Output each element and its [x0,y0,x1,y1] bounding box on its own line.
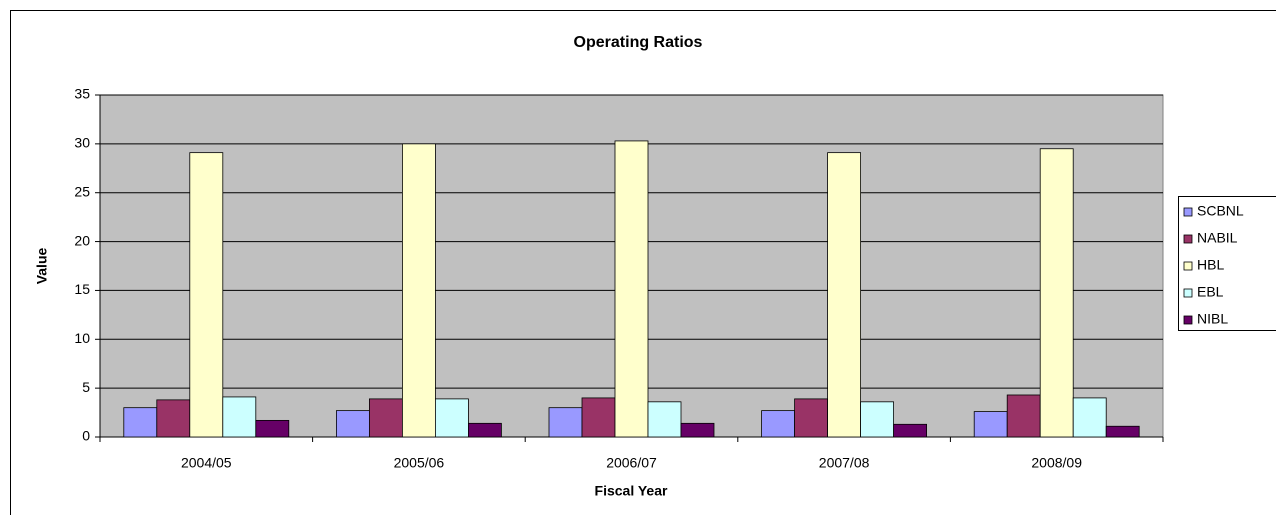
bar [893,423,927,438]
y-tick-label: 5 [82,379,90,395]
bar [401,143,436,438]
bar [335,410,370,438]
y-tick-label: 35 [74,86,90,102]
legend-swatch [1183,261,1193,271]
legend-swatch [1183,315,1193,325]
bar [614,140,649,438]
bar [1105,425,1140,438]
legend-label: EBL [1197,284,1224,300]
bar [434,398,469,438]
legend-label: NABIL [1197,230,1238,246]
legend-label: NIBL [1197,311,1228,327]
bar [467,422,502,438]
bar [1039,148,1074,438]
x-tick-label: 2008/09 [1031,455,1082,471]
y-tick-label: 25 [74,183,90,199]
y-tick-label: 30 [74,135,90,151]
bar [156,399,191,438]
bar [548,407,583,438]
bar [581,397,616,438]
legend-swatch [1183,207,1193,217]
bar [368,398,403,438]
bar [123,407,158,438]
bar [860,401,894,438]
chart-title: Operating Ratios [574,34,703,51]
bar [255,419,290,438]
x-axis-title: Fiscal Year [595,483,668,499]
bar [1006,394,1041,438]
y-tick-label: 0 [82,428,90,444]
x-tick-label: 2007/08 [819,455,870,471]
bar [827,152,861,438]
bar [680,422,715,438]
x-tick-label: 2006/07 [606,455,657,471]
legend [1178,196,1276,331]
legend-swatch [1183,234,1193,244]
bar [973,411,1008,438]
y-tick-label: 20 [74,232,90,248]
legend-swatch [1183,288,1193,298]
y-axis-title: Value [34,248,50,285]
bar [761,410,795,438]
y-tick-label: 10 [74,330,90,346]
x-tick-label: 2005/06 [394,455,445,471]
bar [189,152,224,438]
bar [1072,397,1107,438]
bar [647,401,682,438]
bar [222,396,257,438]
legend-label: HBL [1197,257,1224,273]
x-tick-label: 2004/05 [181,455,232,471]
bar [794,398,828,438]
legend-label: SCBNL [1197,203,1244,219]
y-tick-label: 15 [74,281,90,297]
